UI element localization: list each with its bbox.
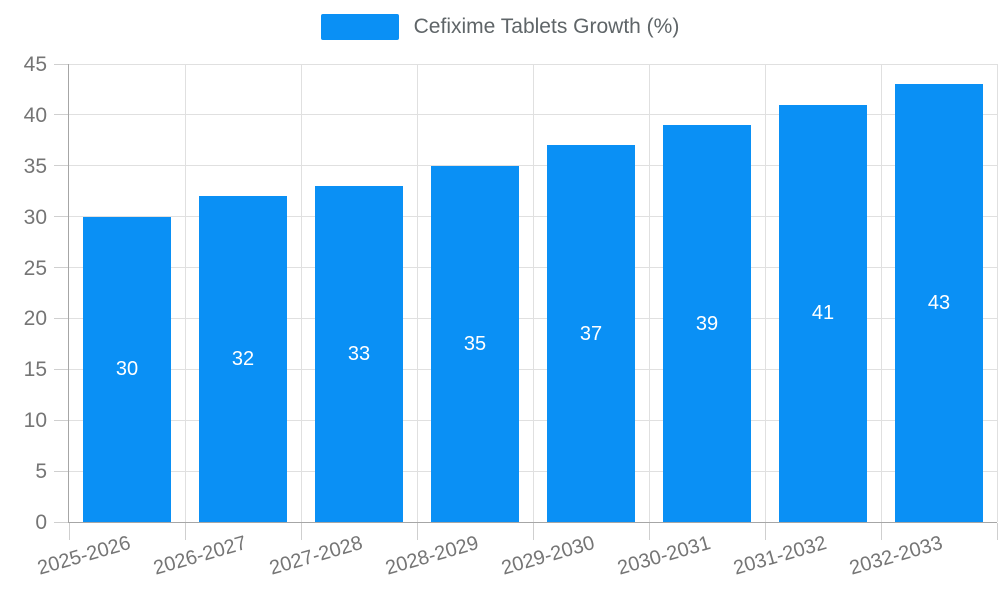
bar-value-label: 37 — [579, 323, 603, 345]
plot-area: 0 5 10 15 20 25 30 35 40 45 30 2025-2026 32 2026-2027… — [24, 54, 998, 580]
gridline-vertical — [416, 64, 418, 522]
legend-item[interactable]: Cefixime Tablets Growth (%) — [0, 14, 1000, 40]
x-axis-tick — [764, 523, 766, 540]
y-axis-label: 40 — [23, 103, 47, 127]
y-axis-label: 35 — [23, 154, 47, 178]
x-axis-tick — [880, 523, 882, 540]
bar-2030-2031[interactable]: 39 — [663, 125, 751, 522]
y-axis-label: 20 — [23, 307, 47, 331]
bar-2032-2033[interactable]: 43 — [895, 84, 983, 522]
x-axis-tick — [300, 523, 302, 540]
y-axis-tick — [54, 216, 68, 218]
y-axis-tick — [54, 419, 68, 421]
gridline-vertical — [880, 64, 882, 522]
bar-value-label: 30 — [115, 358, 139, 380]
x-axis-tick — [996, 523, 998, 540]
y-axis-label: 10 — [23, 409, 47, 433]
y-axis-label: 30 — [23, 205, 47, 229]
y-axis-tick — [54, 317, 68, 319]
gridline-vertical — [996, 64, 998, 522]
y-axis-tick — [54, 63, 68, 65]
gridline-vertical — [764, 64, 766, 522]
x-axis-tick — [416, 523, 418, 540]
bar-2025-2026[interactable]: 30 — [83, 217, 171, 522]
bar-2029-2030[interactable]: 37 — [547, 145, 635, 522]
bar-2026-2027[interactable]: 32 — [199, 196, 287, 522]
bar-value-label: 41 — [811, 302, 835, 324]
gridline-vertical — [184, 64, 186, 522]
y-axis-tick — [54, 114, 68, 116]
y-axis-tick — [54, 521, 68, 523]
y-axis-label: 0 — [35, 511, 47, 534]
x-axis-tick — [184, 523, 186, 540]
x-axis-tick — [648, 523, 650, 540]
y-axis-label: 45 — [23, 53, 47, 76]
x-axis-tick — [532, 523, 534, 540]
bar-value-label: 33 — [347, 343, 371, 365]
y-axis-label: 15 — [23, 358, 47, 382]
gridline-vertical — [648, 64, 650, 522]
gridline-vertical — [300, 64, 302, 522]
y-axis-label: 25 — [23, 256, 47, 280]
bar-value-label: 35 — [463, 333, 487, 355]
bar-2028-2029[interactable]: 35 — [431, 166, 519, 522]
legend-label: Cefixime Tablets Growth (%) — [413, 15, 680, 38]
bar-2031-2032[interactable]: 41 — [779, 105, 867, 522]
x-axis-tick — [68, 523, 70, 540]
bar-2027-2028[interactable]: 33 — [315, 186, 403, 522]
y-axis-tick — [54, 470, 68, 472]
gridline-vertical — [532, 64, 534, 522]
bar-value-label: 32 — [231, 348, 255, 370]
y-axis-tick — [54, 267, 68, 269]
y-axis-label: 5 — [35, 460, 47, 484]
legend-swatch — [320, 14, 399, 40]
y-axis-tick — [54, 165, 68, 167]
bar-value-label: 39 — [695, 313, 719, 335]
y-axis-tick — [54, 368, 68, 370]
bar-value-label: 43 — [927, 292, 951, 314]
